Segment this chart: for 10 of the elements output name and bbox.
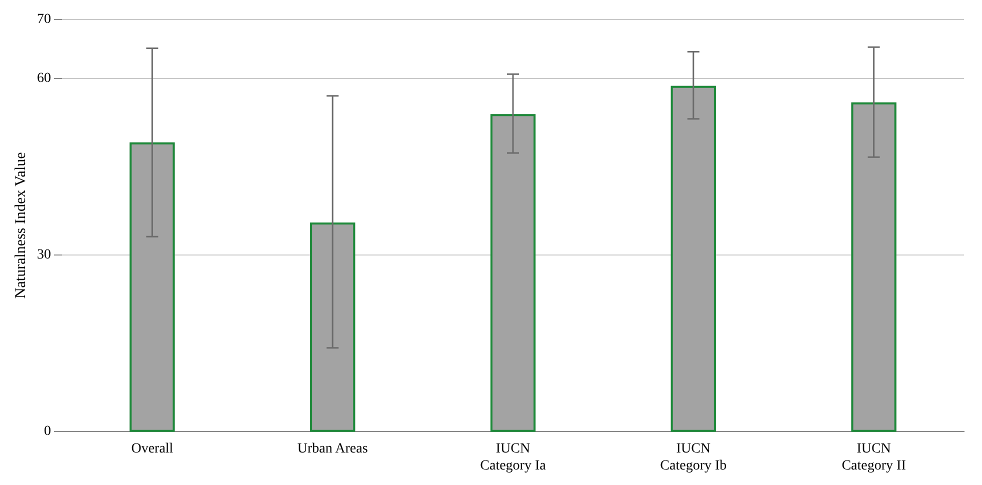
x-tick-label: Overall [131, 441, 174, 456]
y-axis-title: Naturalness Index Value [12, 152, 29, 299]
y-tick-label: 70 [37, 12, 51, 28]
x-tick-label: IUCN Category Ia [480, 441, 547, 474]
y-tick-label: 60 [37, 70, 51, 86]
y-tick-label: 0 [44, 424, 51, 440]
y-tick-label: 30 [37, 248, 51, 262]
x-tick-label: IUCN Category II [842, 441, 906, 474]
x-tick-label: Urban Areas [297, 441, 368, 456]
x-tick-label: IUCN Category Ib [660, 441, 727, 474]
